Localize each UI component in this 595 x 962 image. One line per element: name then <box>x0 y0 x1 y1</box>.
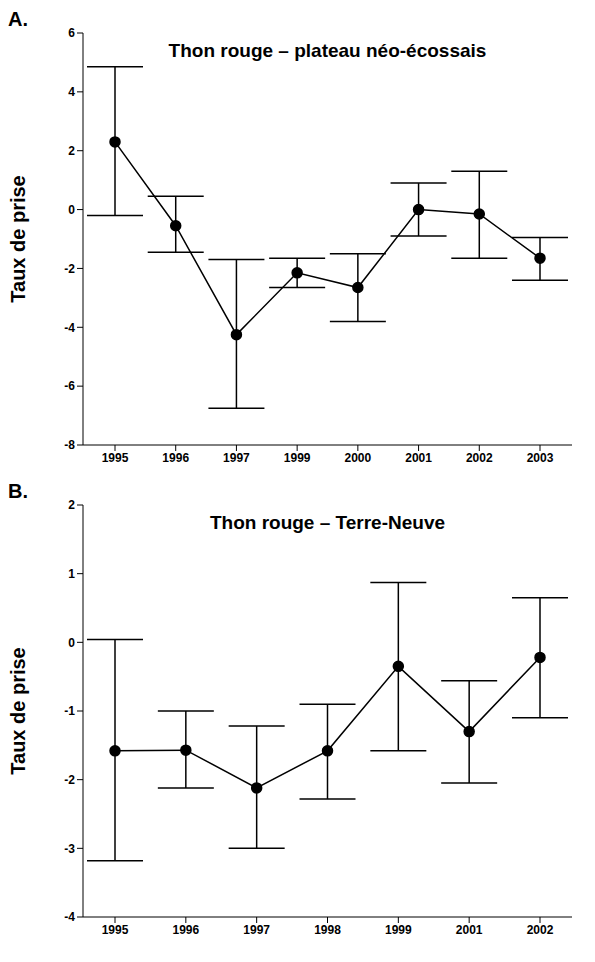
svg-text:Taux de prise: Taux de prise <box>8 175 29 302</box>
svg-text:0: 0 <box>68 203 75 217</box>
svg-text:6: 6 <box>68 26 75 40</box>
html-text:Thon rouge – plateau néo-écoss: Thon rouge – plateau néo-écossais <box>168 40 487 61</box>
svg-text:-4: -4 <box>64 321 75 335</box>
svg-text:-2: -2 <box>64 262 75 276</box>
svg-text:1996: 1996 <box>162 451 189 465</box>
svg-text:1996: 1996 <box>172 923 199 937</box>
svg-text:1998: 1998 <box>314 923 341 937</box>
svg-text:1997: 1997 <box>223 451 250 465</box>
svg-text:2001: 2001 <box>405 451 432 465</box>
svg-text:2: 2 <box>68 144 75 158</box>
svg-text:1995: 1995 <box>102 923 129 937</box>
svg-text:-3: -3 <box>64 842 75 856</box>
svg-text:Taux de prise: Taux de prise <box>8 647 29 774</box>
svg-text:2003: 2003 <box>527 451 554 465</box>
svg-text:2002: 2002 <box>466 451 493 465</box>
html-text:B.: B. <box>8 480 28 502</box>
svg-text:-8: -8 <box>64 438 75 452</box>
svg-text:1999: 1999 <box>385 923 412 937</box>
html-text:Thon rouge – Terre-Neuve: Thon rouge – Terre-Neuve <box>210 512 445 533</box>
svg-text:0: 0 <box>68 636 75 650</box>
svg-text:2001: 2001 <box>456 923 483 937</box>
svg-text:1995: 1995 <box>102 451 129 465</box>
svg-text:2002: 2002 <box>527 923 554 937</box>
svg-text:-4: -4 <box>64 910 75 924</box>
svg-text:1: 1 <box>68 567 75 581</box>
svg-text:2: 2 <box>68 498 75 512</box>
svg-text:4: 4 <box>68 85 75 99</box>
svg-text:1999: 1999 <box>284 451 311 465</box>
svg-text:1997: 1997 <box>243 923 270 937</box>
html-text:A.: A. <box>8 8 28 30</box>
svg-text:-6: -6 <box>64 379 75 393</box>
svg-text:2000: 2000 <box>345 451 372 465</box>
svg-text:-1: -1 <box>64 704 75 718</box>
svg-text:-2: -2 <box>64 773 75 787</box>
